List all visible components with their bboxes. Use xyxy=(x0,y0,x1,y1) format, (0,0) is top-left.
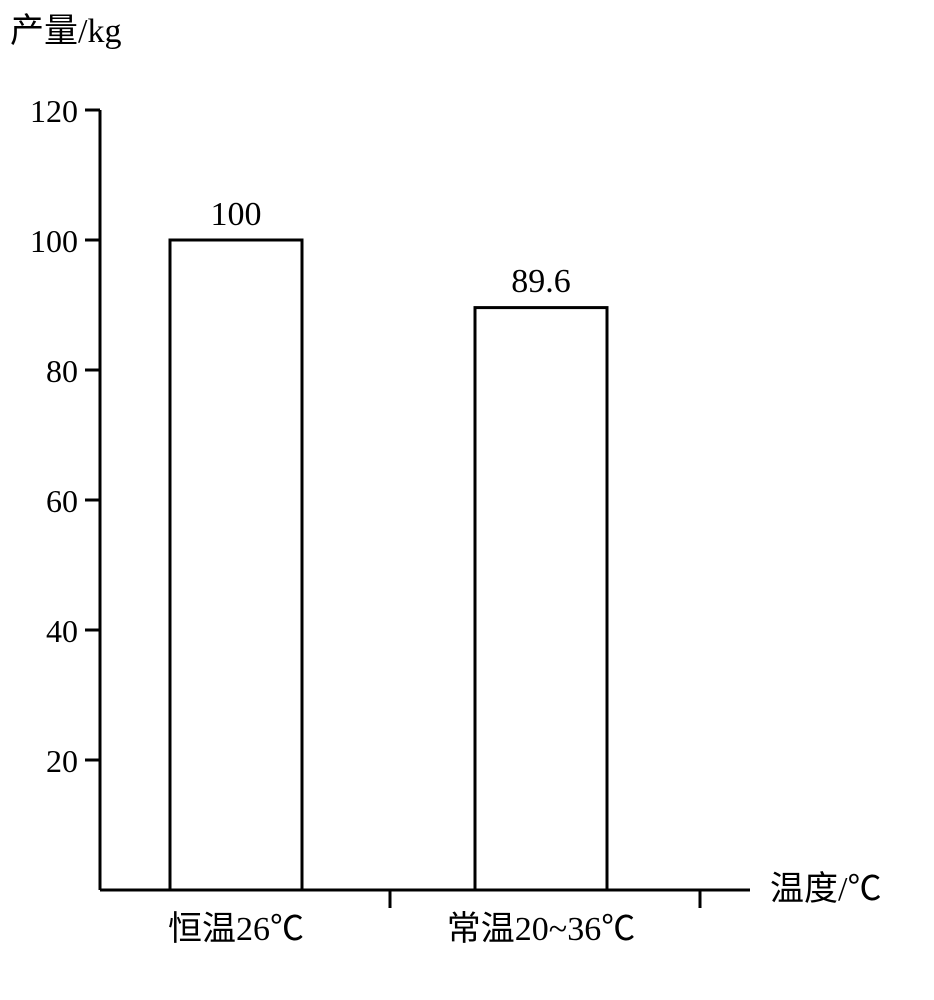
y-tick-label: 60 xyxy=(46,483,78,519)
bar-category-label: 常温20~36℃ xyxy=(447,911,635,948)
y-tick-label: 120 xyxy=(30,93,78,129)
bar-value-label: 89.6 xyxy=(511,263,571,300)
yield-bar-chart: 产量/kg 120 100 80 60 40 20 100 恒温26℃ 89.6… xyxy=(0,0,934,1000)
y-tick-label: 40 xyxy=(46,613,78,649)
y-tick-label: 100 xyxy=(30,223,78,259)
bar-value-label: 100 xyxy=(211,196,262,233)
bar-ambient-temp xyxy=(475,308,607,890)
y-axis-title: 产量/kg xyxy=(10,12,121,50)
bar-category-label: 恒温26℃ xyxy=(168,910,304,948)
x-axis-title: 温度/℃ xyxy=(770,870,881,908)
bar-constant-temp xyxy=(170,240,302,890)
y-tick-label: 80 xyxy=(46,353,78,389)
y-tick-label: 20 xyxy=(46,743,78,779)
